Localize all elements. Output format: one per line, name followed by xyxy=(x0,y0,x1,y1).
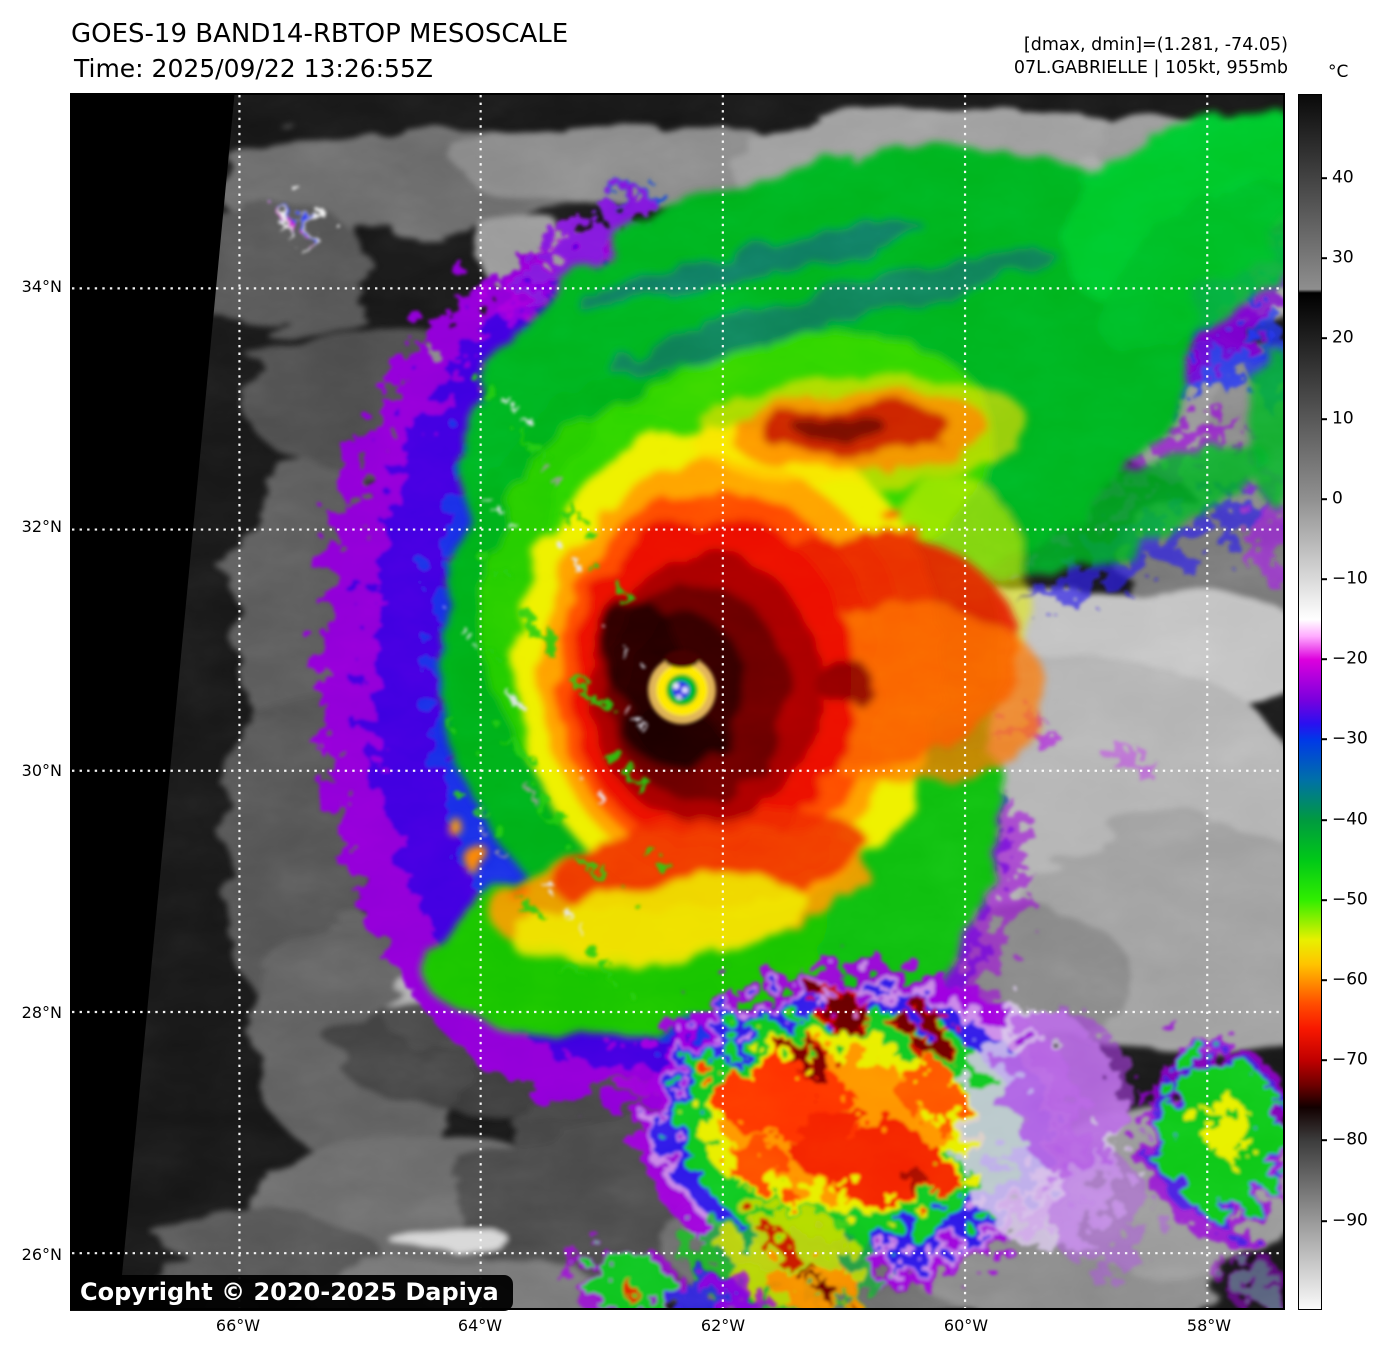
lat-label-26n: 26°N xyxy=(21,1245,62,1265)
data-range-label: [dmax, dmin]=(1.281, -74.05) xyxy=(1023,35,1288,55)
storm-info-label: 07L.GABRIELLE | 105kt, 955mb xyxy=(1013,58,1288,78)
colorbar-tick xyxy=(1322,1059,1327,1061)
lat-label-28n: 28°N xyxy=(21,1003,62,1023)
lon-label-66w: 66°W xyxy=(215,1316,261,1335)
no-data-wedge xyxy=(72,95,235,1308)
colorbar-tick-label: −70 xyxy=(1332,1049,1368,1070)
satellite-image xyxy=(72,95,1283,1308)
colorbar-tick-label: 20 xyxy=(1332,327,1354,348)
colorbar-tick xyxy=(1322,1220,1327,1222)
lat-label-34n: 34°N xyxy=(21,277,62,297)
colorbar-tick-label: −50 xyxy=(1332,889,1368,910)
satellite-map-frame xyxy=(70,93,1285,1310)
colorbar-tick-label: −40 xyxy=(1332,809,1368,830)
lon-label-62w: 62°W xyxy=(700,1316,746,1335)
copyright-badge: Copyright © 2020-2025 Dapiya xyxy=(70,1275,513,1311)
colorbar-tick-label: 40 xyxy=(1332,167,1354,188)
colorbar-tick-label: −60 xyxy=(1332,969,1368,990)
noise-texture xyxy=(72,95,1283,1308)
lat-label-30n: 30°N xyxy=(21,761,62,781)
page-title: GOES-19 BAND14-RBTOP MESOSCALE xyxy=(71,19,569,49)
colorbar-unit-label: °C xyxy=(1328,62,1349,82)
colorbar-tick xyxy=(1322,738,1327,740)
colorbar-tick-label: −20 xyxy=(1332,648,1368,669)
colorbar-tick xyxy=(1322,177,1327,179)
colorbar-tick-label: 10 xyxy=(1332,408,1354,429)
grid-lines xyxy=(72,95,1283,1308)
colorbar-tick xyxy=(1322,658,1327,660)
lon-label-64w: 64°W xyxy=(457,1316,503,1335)
colorbar-tick-label: −90 xyxy=(1332,1210,1368,1231)
lat-label-32n: 32°N xyxy=(21,517,62,537)
colorbar-gradient xyxy=(1298,94,1322,1310)
colorbar-tick-label: −80 xyxy=(1332,1129,1368,1150)
colorbar-tick xyxy=(1322,578,1327,580)
colorbar-tick xyxy=(1322,899,1327,901)
colorbar-tick xyxy=(1322,257,1327,259)
lon-label-58w: 58°W xyxy=(1186,1316,1232,1335)
colorbar-tick-label: 0 xyxy=(1332,488,1343,509)
colorbar-tick xyxy=(1322,337,1327,339)
colorbar-tick xyxy=(1322,418,1327,420)
colorbar-tick-label: 30 xyxy=(1332,247,1354,268)
colorbar-tick xyxy=(1322,819,1327,821)
lon-label-60w: 60°W xyxy=(943,1316,989,1335)
colorbar-tick-label: −30 xyxy=(1332,728,1368,749)
colorbar-tick-label: −10 xyxy=(1332,568,1368,589)
timestamp-label: Time: 2025/09/22 13:26:55Z xyxy=(74,54,433,83)
colorbar-tick xyxy=(1322,1139,1327,1141)
colorbar-tick xyxy=(1322,498,1327,500)
colorbar-tick xyxy=(1322,979,1327,981)
